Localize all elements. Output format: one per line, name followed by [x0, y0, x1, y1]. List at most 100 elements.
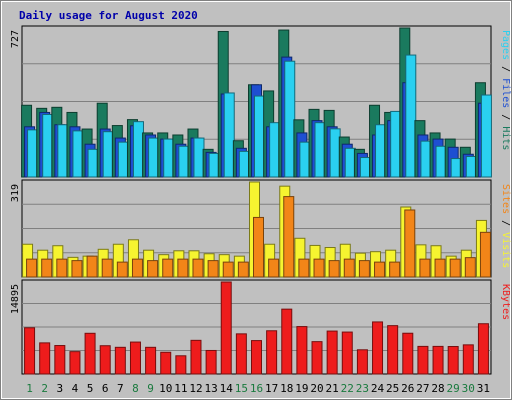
bar-pages-day-29 [450, 158, 462, 178]
bar-kbytes-day-22 [341, 331, 353, 375]
legend-sites: Sites [500, 184, 511, 214]
panel-hits-pages-files: 727 Pages / Files / Hits [10, 25, 511, 178]
legend-separator: / [500, 108, 511, 126]
bar-pages-day-17 [269, 122, 281, 178]
bar-pages-day-26 [405, 54, 417, 178]
bar-kbytes-day-29 [447, 346, 459, 375]
y-max-label: 319 [10, 184, 21, 202]
legend-separator: / [500, 214, 511, 232]
x-tick-label: 2 [41, 382, 48, 395]
bar-pages-day-10 [163, 138, 175, 178]
x-tick-label: 8 [132, 382, 139, 395]
bar-kbytes-day-17 [266, 330, 278, 375]
bar-pages-day-2 [42, 113, 54, 178]
bar-sites-day-2 [41, 258, 53, 278]
x-tick-label: 18 [280, 382, 293, 395]
legend-kbytes: KBytes [500, 284, 511, 320]
bar-sites-day-31 [479, 231, 491, 278]
x-tick-label: 1 [26, 382, 33, 395]
bar-sites-day-12 [192, 258, 204, 278]
y-max-label: 14895 [10, 284, 21, 314]
bars [21, 27, 492, 178]
x-tick-label: 21 [326, 382, 339, 395]
bar-pages-day-9 [148, 137, 160, 178]
bar-sites-day-15 [237, 261, 249, 278]
bar-kbytes-day-25 [387, 325, 399, 375]
bar-pages-day-12 [193, 137, 205, 178]
bar-sites-day-27 [419, 258, 431, 278]
bar-pages-day-13 [208, 152, 220, 178]
x-tick-label: 20 [310, 382, 323, 395]
x-tick-label: 24 [371, 382, 385, 395]
bar-kbytes-day-26 [402, 332, 414, 375]
bar-kbytes-day-1 [24, 327, 36, 375]
panel-kbytes: 14895 KBytes [10, 279, 511, 375]
bar-sites-day-17 [268, 258, 280, 278]
chart-title: Daily usage for August 2020 [19, 9, 198, 22]
bar-sites-day-16 [253, 216, 264, 278]
bar-kbytes-day-18 [281, 308, 293, 375]
bar-pages-day-24 [375, 124, 387, 178]
legend-visits: Visits [500, 232, 511, 268]
chart-panels: 727 Pages / Files / Hits 319 Sites / Visits… [10, 25, 511, 375]
bar-sites-day-20 [313, 258, 325, 278]
bar-kbytes-day-8 [129, 341, 141, 375]
x-tick-label: 17 [265, 382, 278, 395]
bar-pages-day-8 [132, 121, 144, 178]
bar-kbytes-day-20 [311, 341, 323, 375]
bar-kbytes-day-5 [84, 332, 96, 375]
bar-pages-day-21 [329, 128, 341, 178]
bar-kbytes-day-23 [356, 349, 368, 375]
bar-kbytes-day-27 [417, 345, 429, 375]
x-tick-label: 10 [159, 382, 172, 395]
bar-kbytes-day-16 [251, 340, 262, 375]
legend-visits-sites: Sites / Visits [500, 184, 511, 268]
bar-sites-day-7 [116, 261, 128, 278]
bar-sites-day-28 [434, 258, 446, 278]
legend-pages: Pages [500, 30, 511, 60]
x-tick-label: 14 [220, 382, 234, 395]
x-axis: 1 2 3 4 5 6 7 8 9 10 11 12 13 14 15 16 17 18 19 20 21 22 23 24 2… [26, 382, 490, 395]
bar-sites-day-6 [101, 258, 113, 278]
bar-sites-day-30 [464, 257, 476, 278]
bar-kbytes-day-9 [145, 346, 157, 375]
bar-sites-day-29 [449, 258, 461, 278]
bar-pages-day-23 [359, 157, 371, 178]
x-tick-label: 6 [102, 382, 109, 395]
bar-pages-day-3 [57, 124, 69, 178]
bar-pages-day-1 [27, 129, 39, 178]
legend-files: Files [500, 78, 511, 108]
bar-kbytes-day-7 [114, 346, 126, 375]
bar-kbytes-day-14 [220, 281, 232, 375]
legend-kbytes: KBytes [500, 284, 511, 320]
bar-sites-day-11 [177, 258, 189, 278]
bar-sites-day-5 [86, 255, 98, 278]
bar-pages-day-15 [238, 150, 250, 178]
bar-pages-day-4 [72, 130, 84, 178]
x-tick-label: 29 [447, 382, 460, 395]
bar-pages-day-16 [254, 95, 265, 178]
bar-pages-day-14 [223, 92, 235, 178]
bar-pages-day-19 [299, 141, 311, 178]
x-tick-label: 31 [477, 382, 490, 395]
bar-sites-day-14 [222, 261, 234, 278]
bar-kbytes-day-24 [372, 321, 384, 375]
bar-pages-day-22 [344, 147, 356, 178]
bar-kbytes-day-15 [235, 333, 247, 375]
bar-sites-day-23 [358, 260, 370, 278]
bar-kbytes-day-6 [99, 345, 111, 375]
x-tick-label: 11 [174, 382, 187, 395]
bar-sites-day-21 [328, 260, 340, 278]
bar-sites-day-25 [389, 261, 401, 278]
x-tick-label: 12 [189, 382, 202, 395]
legend-hits-pages-files: Pages / Files / Hits [500, 30, 511, 150]
x-tick-label: 15 [235, 382, 248, 395]
bar-sites-day-24 [374, 261, 386, 278]
bar-kbytes-day-2 [39, 342, 51, 375]
bar-sites-day-1 [26, 258, 38, 278]
bar-pages-day-28 [435, 145, 447, 178]
legend-separator: / [500, 60, 511, 78]
legend: KBytes [500, 284, 511, 320]
